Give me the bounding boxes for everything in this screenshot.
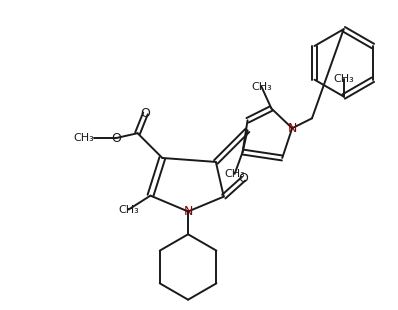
Text: CH₃: CH₃: [73, 133, 94, 143]
Text: O: O: [140, 107, 150, 120]
Text: CH₃: CH₃: [333, 74, 354, 84]
Text: O: O: [239, 172, 248, 185]
Text: N: N: [183, 205, 193, 218]
Text: CH₃: CH₃: [118, 205, 139, 215]
Text: CH₃: CH₃: [251, 82, 272, 92]
Text: CH₃: CH₃: [224, 169, 245, 179]
Text: O: O: [111, 132, 121, 145]
Text: N: N: [287, 122, 297, 135]
